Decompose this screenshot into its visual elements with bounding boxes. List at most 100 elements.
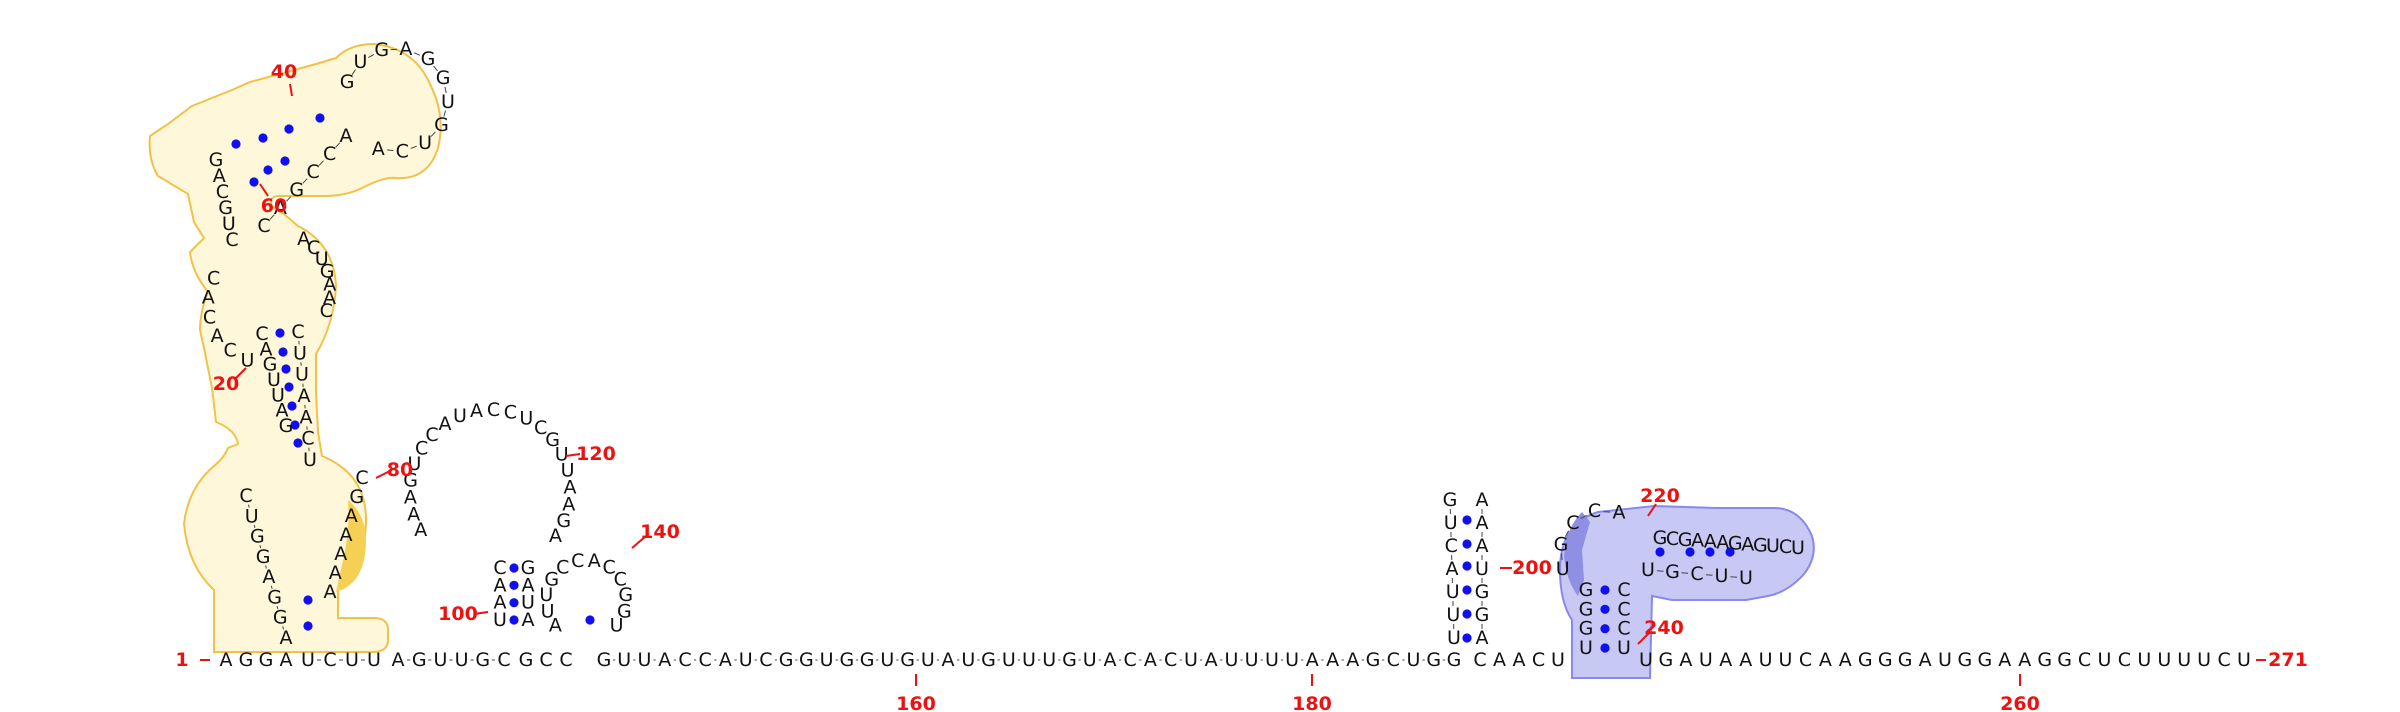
nucleotide-hairpin4_right: A (1476, 535, 1489, 557)
numbering-label-60: 60 (261, 195, 287, 217)
nucleotide-bottom_strand_7: G (1958, 649, 1973, 671)
nucleotide-hairpin2_loop: A (404, 487, 417, 509)
nucleotide-hairpin5_stem_right: C (1617, 598, 1630, 620)
nucleotide-hairpin2_loop: C (487, 399, 500, 421)
nucleotide-hairpin3: G (544, 569, 559, 591)
numbering-tick (375, 469, 393, 479)
nucleotide-hairpin5_inner_right: C (1690, 563, 1703, 585)
base-pair-dot (290, 420, 300, 430)
nucleotide-hairpin4_left: G (1443, 489, 1458, 511)
nucleotide-bottom_strand_5: A (1346, 649, 1359, 671)
nucleotide-bottom_strand_5: G (779, 649, 794, 671)
nucleotide-hairpin5_stem_left: G (1579, 579, 1594, 601)
nucleotide-hairpin1_stem_right: U (293, 342, 307, 364)
base-pair-dot (303, 595, 313, 605)
nucleotide-bottom_strand_6: C (1473, 649, 1486, 671)
base-pair-dot (1685, 547, 1695, 557)
nucleotide-bottom_strand_5: U (1184, 649, 1198, 671)
base-pair-dot (1600, 604, 1610, 614)
nucleotide-bottom_strand_6: A (1513, 649, 1526, 671)
nucleotide-hairpin5_top: A (1704, 531, 1717, 553)
backbone-link (368, 54, 375, 58)
nucleotide-hairpin2_loop: A (414, 519, 427, 541)
nucleotide-hairpin2_loop: A (562, 494, 575, 516)
gold-highlight-accent (336, 500, 366, 592)
nucleotide-bottom_strand_2: C (323, 649, 336, 671)
nucleotide-bottom_strand_5: G (860, 649, 875, 671)
nucleotide-hairpin5_inner_left: G (1554, 534, 1569, 556)
backbone-link (335, 142, 341, 148)
base-pair-dot (509, 580, 519, 590)
backbone-link (433, 65, 438, 72)
nucleotide-hairpin1_upper_left: G (209, 149, 224, 171)
base-pair-dot (278, 347, 288, 357)
backbone-link (276, 605, 279, 610)
nucleotide-hairpin5_top: U (1791, 537, 1805, 559)
nucleotide-bottom_strand_4: G (519, 649, 534, 671)
numbering-tick (1647, 503, 1657, 517)
nucleotide-hairpin4_left: A (1446, 558, 1459, 580)
numbering-tick (259, 183, 269, 197)
base-pair-dot (281, 364, 291, 374)
nucleotide-bottom_strand_5: G (1366, 649, 1381, 671)
nucleotide-hairpin1_left_low: U (245, 505, 259, 527)
nucleotide-hairpin2_loop: A (549, 525, 562, 547)
nucleotide-hairpin5_top: A (1716, 532, 1729, 554)
nucleotide-hairpin5_stem_left: G (1579, 598, 1594, 620)
base-pair-dot (1462, 609, 1472, 619)
base-pair-dot (1600, 624, 1610, 634)
highlight-regions (148, 42, 1815, 679)
numbering-tick (1637, 631, 1651, 645)
nucleotide-hairpin1_internal_left: A (211, 325, 224, 347)
nucleotide-bottom_strand_5: U (617, 649, 631, 671)
numbering-label-160: 160 (896, 693, 936, 712)
nucleotide-hairpin1_internal_left: C (207, 268, 220, 290)
numbering-label-80: 80 (387, 459, 413, 481)
nucleotide-bottom_strand_7: U (2157, 649, 2171, 671)
nucleotide-bottom_strand_7: U (1639, 649, 1653, 671)
nucleotide-bottom_strand_7: G (1659, 649, 1674, 671)
nucleotide-hairpin1_internal_right: C (320, 300, 333, 322)
numbering-label-200: 200 (1512, 557, 1552, 579)
nucleotide-bottom_strand_7: A (1679, 649, 1692, 671)
nucleotide-hairpin5_stem_right: C (1617, 579, 1630, 601)
nucleotide-hairpin2_loop: G (545, 429, 560, 451)
nucleotide-bottom_strand_5: C (1387, 649, 1400, 671)
base-pair-dot (231, 139, 241, 149)
nucleotide-hairpin5_top: G (1753, 534, 1768, 556)
nucleotide-hairpin2_loop: U (555, 444, 569, 466)
nucleotide-hairpin5_top: G (1653, 527, 1668, 549)
nucleotide-bottom_strand_7: U (2098, 649, 2112, 671)
nucleotide-bottom_strand_3: U (455, 649, 469, 671)
nucleotide-hairpin1_left_low: G (267, 586, 282, 608)
nucleotide-bottom_strand_1: A (220, 649, 233, 671)
nucleotide-bottom_strand_5: U (1002, 649, 1016, 671)
nucleotide-hairpin4_right: G (1475, 604, 1490, 626)
nucleotide-bottom_strand_3: A (392, 649, 405, 671)
nucleotide-bottom_strand_5: A (1306, 649, 1319, 671)
nucleotide-hairpin5_stem_left: G (1579, 618, 1594, 640)
nucleotide-hairpin4_left: U (1447, 627, 1461, 649)
nucleotide-hairpin5_inner_left: C (1566, 512, 1579, 534)
numbering-tick (289, 83, 293, 97)
nucleotide-bottom_strand_5: A (1104, 649, 1117, 671)
numbering-label-100: 100 (438, 603, 478, 625)
nucleotide-bottom_strand_5: A (658, 649, 671, 671)
nucleotide-hairpin5_stem_right: C (1617, 618, 1630, 640)
nucleotide-hairpin4_left: U (1444, 512, 1458, 534)
base-pair-dot (1600, 643, 1610, 653)
nucleotide-bottom_strand_4: C (559, 649, 572, 671)
nucleotide-hairpin1_top_loop: U (354, 51, 368, 73)
nucleotide-hairpin2_loop: A (407, 503, 420, 525)
nucleotide-hairpin1_left_low: G (273, 607, 288, 629)
nucleotide-hairpin2_loop: A (439, 413, 452, 435)
nucleotide-hairpin1_top_loop: G (421, 48, 436, 70)
nucleotide-bottom_strand_5: U (1083, 649, 1097, 671)
nucleotide-hairpin1_upper_right: C (257, 215, 270, 237)
nucleotide-bottom_strand_7: U (2197, 649, 2211, 671)
base-pair-dots (231, 113, 1735, 653)
backbone-link (413, 52, 421, 56)
nucleotide-hairpin5_inner_left: U (1556, 558, 1570, 580)
